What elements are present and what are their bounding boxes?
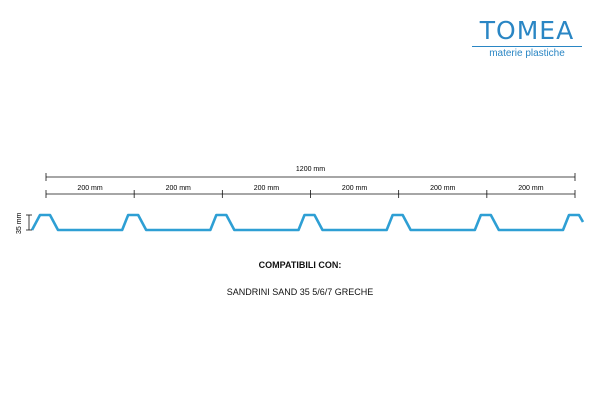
logo-tagline: materie plastiche: [489, 48, 565, 59]
segment-dimension-label: 200 mm: [254, 185, 279, 192]
compatible-heading: COMPATIBILI CON:: [258, 260, 342, 270]
tomea-logo: TOMEA materie plastiche: [472, 18, 582, 60]
sheet-profile: [30, 213, 585, 232]
logo-brand: TOMEA: [479, 16, 575, 45]
total-dimension-label: 1200 mm: [296, 166, 325, 173]
segment-dimension-label: 200 mm: [77, 185, 102, 192]
logo-rule: [472, 46, 582, 47]
height-dimension-label: 35 mm: [16, 212, 23, 234]
segment-dimension-label: 200 mm: [430, 185, 455, 192]
dimension-lines: 1200 mm 200 mm 200 mm 200 mm 200 mm 200 mm 200…: [26, 166, 576, 231]
segment-dimension-label: 200 mm: [518, 185, 543, 192]
compatible-model: SANDRINI SAND 35 5/6/7 GRECHE: [226, 287, 374, 297]
segment-dimension-label: 200 mm: [342, 185, 367, 192]
segment-dimension-label: 200 mm: [166, 185, 191, 192]
